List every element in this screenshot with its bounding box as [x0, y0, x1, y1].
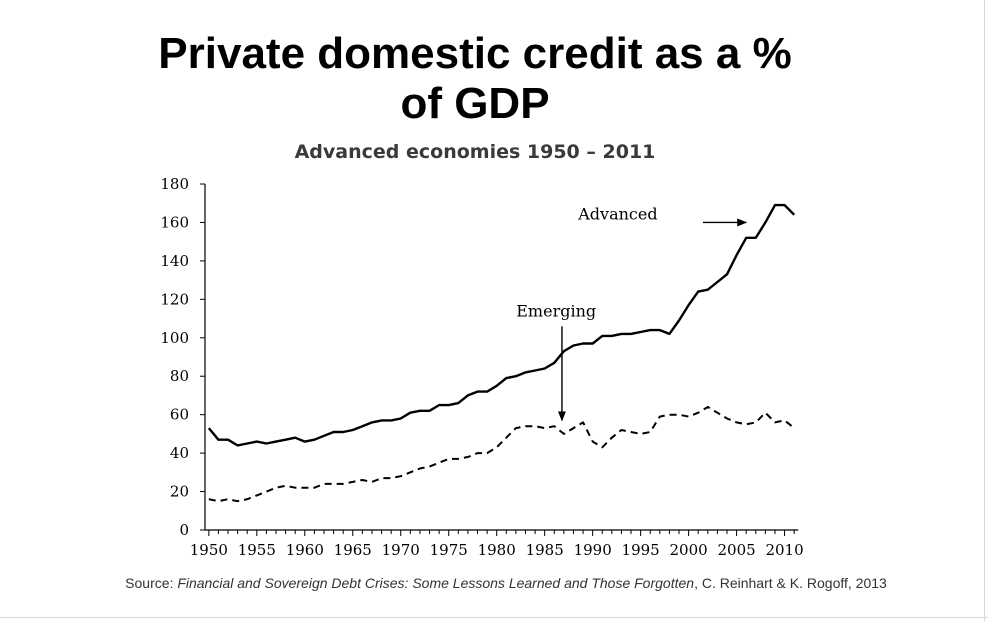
chart-series — [207, 203, 796, 503]
y-tick-label: 120 — [160, 290, 189, 308]
x-tick-label: 2005 — [717, 541, 755, 559]
x-tick-label: 1950 — [190, 541, 228, 559]
slide-title-line2: of GDP — [400, 79, 550, 128]
slide-title-line1: Private domestic credit as a % — [158, 29, 792, 78]
x-tick-label: 1985 — [526, 541, 564, 559]
y-tick-label: 20 — [170, 483, 189, 501]
series-line-advanced — [207, 203, 796, 447]
chart-axes: 0 20 40 60 80 100 120 140 160 180 1950 1955 1960 1965… — [160, 175, 803, 559]
x-tick-label: 1970 — [382, 541, 420, 559]
source-title: Financial and Sovereign Debt Crises: Som… — [177, 575, 695, 591]
x-tick-label: 2010 — [765, 541, 803, 559]
series-line-emerging — [208, 406, 795, 503]
x-tick-label: 1995 — [622, 541, 660, 559]
y-tick-label: 100 — [160, 329, 189, 347]
source-citation: Source: Financial and Sovereign Debt Cri… — [0, 575, 988, 591]
x-tick-label: 1955 — [238, 541, 276, 559]
y-tick-label: 80 — [170, 367, 189, 385]
y-tick-label: 40 — [170, 444, 189, 462]
y-tick-label: 160 — [160, 213, 189, 231]
source-authors: , C. Reinhart & K. Rogoff, 2013 — [694, 575, 887, 591]
source-prefix: Source: — [125, 575, 178, 591]
x-tick-label: 1980 — [478, 541, 516, 559]
chart-subtitle: Advanced economies 1950 – 2011 — [294, 141, 656, 163]
y-tick-label: 60 — [170, 406, 189, 424]
x-tick-label: 2000 — [670, 541, 708, 559]
y-tick-label: 180 — [160, 175, 189, 193]
slide-border-right — [984, 0, 985, 621]
annotation-advanced: Advanced — [577, 205, 657, 224]
chart-annotations: Advanced Emerging — [516, 205, 748, 422]
slide-border-bottom — [0, 617, 988, 618]
y-tick-label: 140 — [160, 252, 189, 270]
y-tick-label: 0 — [179, 521, 189, 539]
x-tick-label: 1975 — [430, 541, 468, 559]
annotation-emerging: Emerging — [516, 302, 596, 321]
x-tick-label: 1960 — [286, 541, 324, 559]
x-tick-label: 1990 — [574, 541, 612, 559]
x-tick-label: 1965 — [334, 541, 372, 559]
